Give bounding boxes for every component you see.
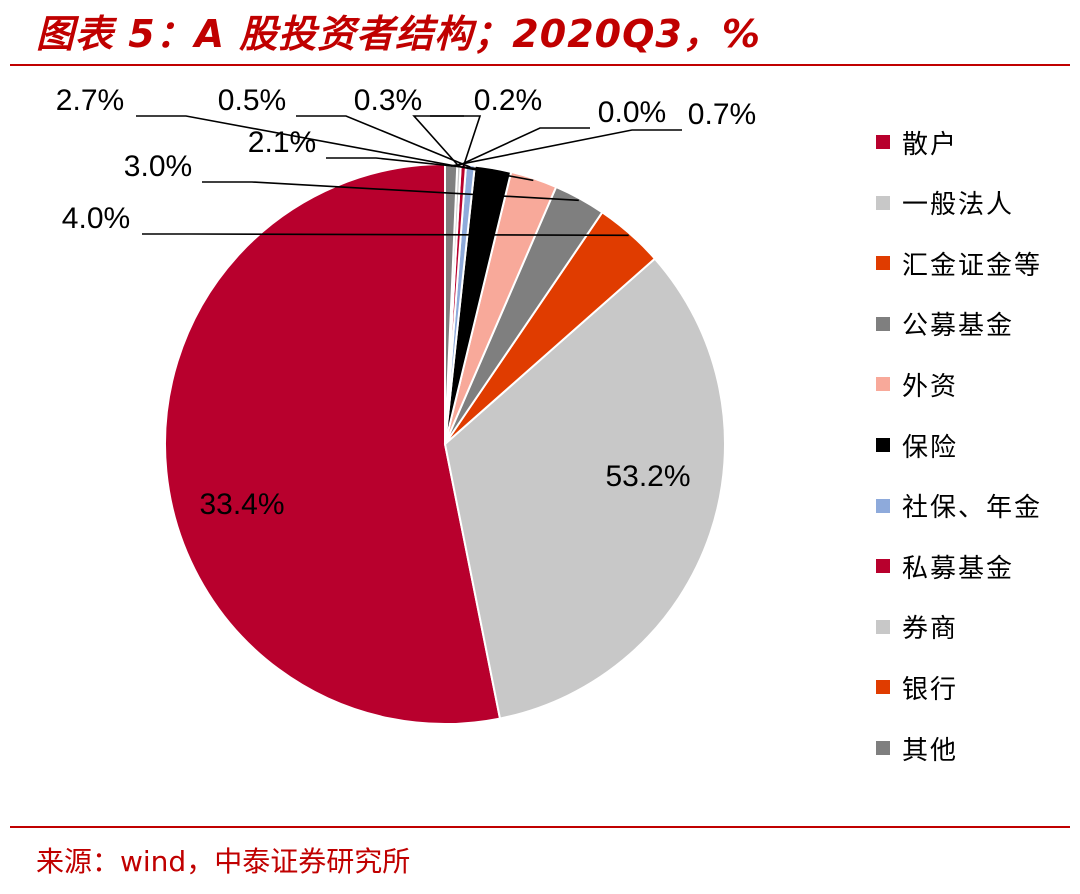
legend-swatch	[876, 438, 890, 452]
legend-item-4: 外资	[876, 364, 958, 404]
legend-item-1: 一般法人	[876, 183, 1014, 223]
legend-item-6: 社保、年金	[876, 486, 1042, 526]
data-label-9: 0.0%	[598, 96, 666, 129]
legend-swatch	[876, 741, 890, 755]
leader-line-6	[296, 115, 471, 168]
data-label-5: 2.1%	[248, 126, 316, 159]
title-divider	[10, 64, 1070, 66]
legend-swatch	[876, 619, 890, 634]
legend-label: 一般法人	[902, 190, 1015, 221]
legend-label: 银行	[902, 674, 959, 705]
leader-line-9	[456, 127, 590, 167]
data-label-1: 33.4%	[199, 488, 284, 521]
legend-label: 券商	[902, 614, 959, 645]
legend-label: 保险	[902, 432, 959, 463]
legend-item-7: 私募基金	[876, 546, 1014, 586]
legend-swatch	[876, 316, 890, 331]
legend-swatch	[876, 680, 890, 695]
data-label-0: 53.2%	[605, 460, 690, 493]
data-label-2: 4.0%	[62, 202, 130, 235]
data-label-8: 0.2%	[474, 84, 542, 117]
pie-chart: 53.2% 33.4% 4.0% 3.0%2.7% 2.1% 0.5% 0.3% 0.2% 0.…	[56, 84, 756, 725]
legend-label: 外资	[902, 371, 959, 402]
pie-slice-1	[443, 257, 726, 720]
leader-line-8	[412, 115, 464, 167]
data-label-4: 2.7%	[56, 84, 124, 117]
legend-swatch	[876, 256, 890, 271]
legend-swatch	[876, 559, 890, 574]
leader-line-3	[202, 181, 579, 202]
footer-divider	[10, 826, 1070, 828]
legend-item-5: 保险	[876, 425, 958, 465]
legend-label: 私募基金	[902, 553, 1015, 584]
leader-line-10	[450, 129, 682, 167]
legend-item-2: 汇金证金等	[876, 243, 1042, 283]
legend-label: 社保、年金	[902, 493, 1043, 524]
legend-item-8: 券商	[876, 607, 958, 647]
legend-label: 散户	[902, 129, 959, 160]
legend-swatch	[876, 195, 890, 210]
legend-swatch	[876, 498, 890, 513]
legend-label: 其他	[902, 735, 959, 766]
legend-item-3: 公募基金	[876, 304, 1014, 344]
data-label-6: 0.5%	[218, 84, 286, 117]
legend-swatch	[876, 135, 890, 149]
pie-slice-0	[164, 162, 502, 725]
data-label-3: 3.0%	[124, 150, 192, 183]
legend-swatch	[876, 377, 890, 392]
data-label-10: 0.7%	[688, 98, 756, 131]
legend-item-9: 银行	[876, 667, 958, 707]
source-note: 来源：wind，中泰证券研究所	[36, 845, 411, 878]
data-label-7: 0.3%	[354, 84, 422, 117]
legend-label: 汇金证金等	[902, 250, 1043, 281]
legend-item-10: 其他	[876, 728, 958, 768]
page-title: 图表 5：A 股投资者结构；2020Q3，%	[36, 12, 761, 56]
leader-line-4	[136, 115, 534, 182]
leader-line-2	[142, 233, 629, 237]
legend-item-0: 散户	[876, 122, 958, 162]
legend-label: 公募基金	[902, 311, 1015, 342]
